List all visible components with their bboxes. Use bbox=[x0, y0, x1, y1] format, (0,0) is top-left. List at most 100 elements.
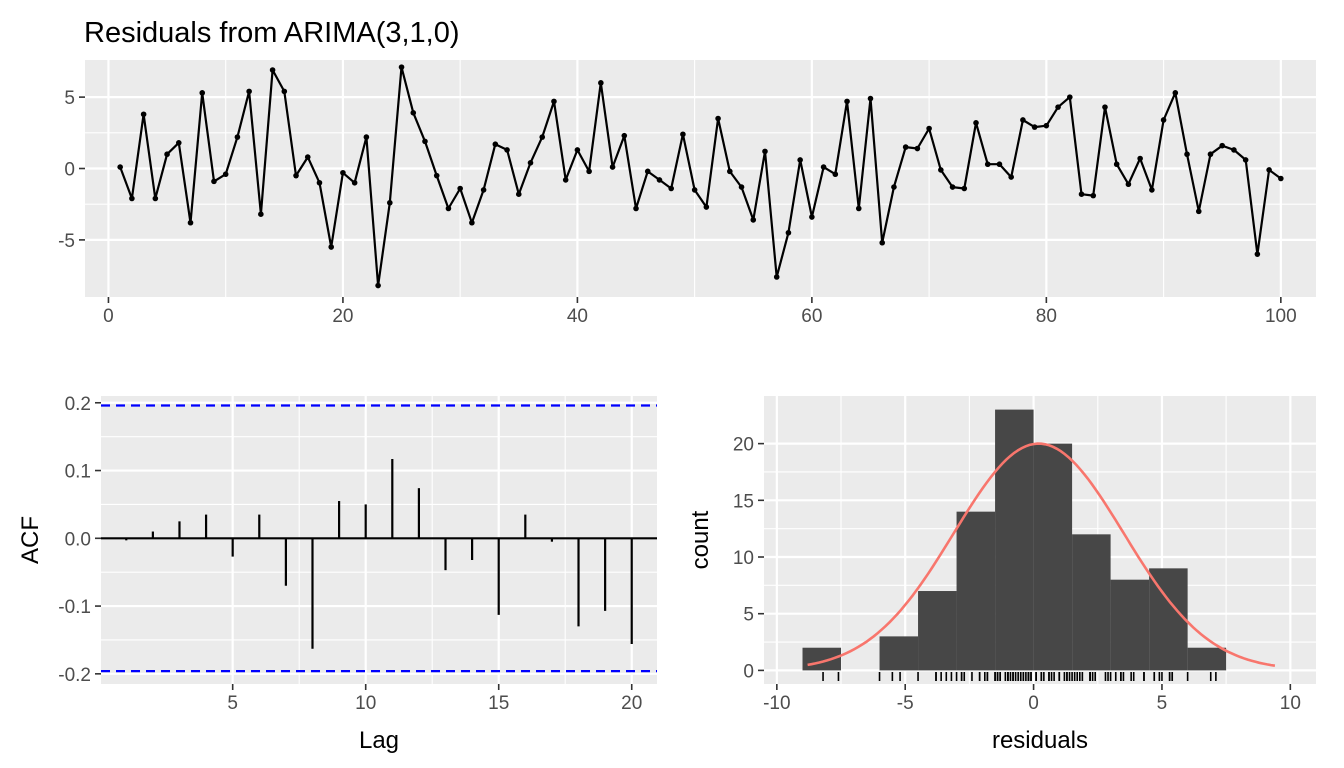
histogram-y-tick-label: 5 bbox=[743, 605, 754, 626]
residuals-x-tick-label: 80 bbox=[1036, 306, 1057, 327]
residual-point bbox=[562, 177, 569, 183]
residual-point bbox=[949, 184, 956, 190]
residual-point bbox=[691, 187, 698, 193]
residual-point bbox=[621, 132, 628, 139]
residual-point bbox=[222, 171, 229, 178]
residual-point bbox=[457, 185, 463, 192]
acf-x-axis-label: Lag bbox=[359, 727, 399, 754]
residual-point bbox=[773, 274, 780, 280]
histogram-y-tick-label: 20 bbox=[733, 435, 754, 456]
residual-point bbox=[926, 125, 932, 132]
residual-point bbox=[738, 184, 745, 190]
residual-point bbox=[902, 144, 909, 150]
residual-point bbox=[398, 64, 405, 70]
residual-point bbox=[1031, 124, 1038, 130]
histogram-y-tick-label: 10 bbox=[733, 548, 754, 569]
acf-y-tick-label: 0.0 bbox=[65, 529, 91, 550]
residual-point bbox=[1219, 142, 1226, 149]
residual-point bbox=[433, 172, 440, 179]
residual-point bbox=[539, 134, 546, 140]
residuals-y-tick-label: 0 bbox=[64, 160, 75, 181]
histogram-x-tick-label: -5 bbox=[897, 693, 914, 714]
histogram-bar bbox=[1187, 647, 1227, 671]
residual-point bbox=[703, 204, 710, 210]
residual-point bbox=[1055, 104, 1061, 110]
histogram-bar bbox=[1110, 579, 1150, 671]
histogram-x-tick-label: -10 bbox=[763, 693, 790, 714]
residual-point bbox=[996, 161, 1003, 168]
residual-point bbox=[750, 217, 757, 223]
residual-point bbox=[809, 214, 815, 220]
residual-point bbox=[480, 187, 487, 193]
residual-point bbox=[1278, 175, 1284, 182]
residual-point bbox=[269, 67, 276, 73]
residual-point bbox=[1160, 117, 1167, 123]
residual-point bbox=[527, 159, 534, 166]
residual-point bbox=[1008, 174, 1014, 180]
residual-point bbox=[879, 239, 886, 246]
histogram-y-tick-label: 0 bbox=[743, 661, 754, 682]
acf-x-tick-label: 5 bbox=[227, 693, 238, 714]
acf-y-axis-label: ACF bbox=[17, 516, 44, 564]
residual-point bbox=[234, 134, 241, 140]
residuals-panel-background bbox=[85, 60, 1316, 297]
residual-point bbox=[727, 168, 733, 175]
residual-point bbox=[574, 147, 581, 153]
residual-point bbox=[410, 110, 417, 116]
residual-point bbox=[1067, 94, 1073, 100]
residual-point bbox=[1043, 122, 1050, 129]
residual-point bbox=[1113, 161, 1120, 168]
residuals-y-tick-label: 5 bbox=[64, 88, 75, 109]
residual-point bbox=[633, 205, 639, 212]
residual-point bbox=[1172, 90, 1179, 96]
acf-panel-background bbox=[101, 396, 657, 684]
residual-point bbox=[668, 185, 674, 192]
histogram-bar bbox=[956, 511, 996, 671]
residual-point bbox=[129, 195, 135, 202]
residual-point bbox=[1125, 181, 1132, 188]
chart-title: Residuals from ARIMA(3,1,0) bbox=[84, 17, 460, 49]
residual-point bbox=[855, 205, 862, 212]
residual-point bbox=[504, 147, 510, 153]
histogram-y-axis-label: count bbox=[687, 510, 714, 569]
residual-point bbox=[1207, 151, 1214, 158]
histogram-bar bbox=[879, 636, 919, 671]
residual-point bbox=[938, 167, 944, 173]
residual-point bbox=[1266, 167, 1272, 173]
acf-x-tick-label: 20 bbox=[621, 693, 642, 714]
residuals-x-tick-label: 20 bbox=[332, 306, 353, 327]
residual-point bbox=[609, 164, 616, 170]
histogram-bar bbox=[1033, 443, 1073, 671]
residuals-x-tick-label: 60 bbox=[801, 306, 822, 327]
histogram-x-tick-label: 0 bbox=[1028, 693, 1039, 714]
residuals-histogram: -10 -5 0 5 10 0 5 10 15 20 residuals count bbox=[687, 396, 1316, 754]
residual-point bbox=[820, 164, 827, 170]
residual-point bbox=[1090, 192, 1097, 199]
residuals-series-line bbox=[119, 65, 1282, 287]
residual-point bbox=[375, 282, 381, 289]
acf-x-tick-label: 10 bbox=[355, 693, 376, 714]
residual-point bbox=[515, 191, 522, 198]
acf-chart: 5 10 15 20 -0.2 -0.1 0.0 0.1 0.2 Lag ACF bbox=[17, 394, 657, 754]
residual-point bbox=[445, 205, 452, 212]
residual-point bbox=[586, 168, 592, 175]
residual-point bbox=[797, 157, 803, 163]
residual-point bbox=[867, 95, 874, 102]
residual-point bbox=[762, 148, 768, 155]
residual-point bbox=[1078, 191, 1085, 198]
residual-point bbox=[387, 199, 393, 206]
histogram-bar bbox=[1072, 534, 1111, 671]
histogram-x-tick-label: 5 bbox=[1157, 693, 1168, 714]
acf-x-tick-label: 15 bbox=[488, 693, 509, 714]
residual-point bbox=[891, 184, 897, 190]
residual-point bbox=[914, 145, 921, 152]
residual-point bbox=[199, 90, 206, 96]
residual-point bbox=[328, 244, 335, 250]
residual-point bbox=[1020, 117, 1026, 123]
residual-point bbox=[363, 134, 370, 140]
residual-point bbox=[304, 154, 311, 160]
residual-point bbox=[258, 211, 264, 217]
residual-point bbox=[246, 88, 252, 95]
residual-point bbox=[351, 179, 358, 186]
